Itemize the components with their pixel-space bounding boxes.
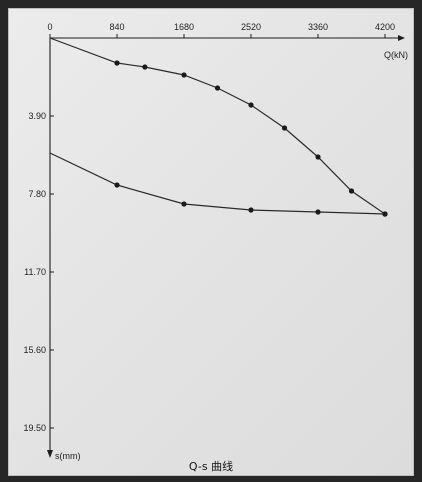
unloading-curve	[49, 152, 386, 215]
data-point	[181, 201, 187, 207]
y-tick-label: 15.60	[23, 345, 46, 355]
data-point	[114, 60, 120, 66]
chart-title: Q-s 曲线	[189, 459, 233, 473]
data-point	[142, 64, 148, 70]
x-axis-label: Q(kN)	[384, 50, 408, 60]
y-tick-label: 3.90	[28, 111, 46, 121]
data-point	[348, 188, 355, 194]
x-tick-label: 1680	[174, 22, 194, 32]
x-axis-arrow-icon	[398, 35, 405, 41]
y-axis-label: s(mm)	[55, 451, 81, 461]
data-point	[382, 211, 388, 217]
loading-curve	[49, 37, 386, 215]
data-point	[248, 102, 254, 108]
labels-layer: Q(kN) s(mm) Q-s 曲线	[55, 50, 408, 473]
y-tick-label: 11.70	[24, 267, 46, 277]
data-point	[248, 207, 254, 213]
axes-layer: 0 840 1680 2520 3360 4200 3.90 7.80 11.70 15.60 19…	[23, 22, 405, 458]
y-tick-label: 19.50	[23, 423, 46, 433]
data-point	[114, 182, 120, 188]
x-tick-label: 840	[109, 22, 124, 32]
series-layer	[49, 37, 388, 217]
data-point	[315, 154, 321, 160]
data-point	[181, 72, 187, 78]
data-point	[214, 85, 221, 91]
data-point	[281, 125, 288, 131]
x-tick-label: 2520	[241, 22, 261, 32]
x-tick-label: 3360	[308, 22, 328, 32]
y-tick-label: 7.80	[28, 189, 46, 199]
x-tick-label: 4200	[375, 22, 395, 32]
x-tick-label: 0	[47, 22, 52, 32]
data-point	[315, 209, 321, 215]
y-axis-arrow-icon	[47, 450, 53, 458]
